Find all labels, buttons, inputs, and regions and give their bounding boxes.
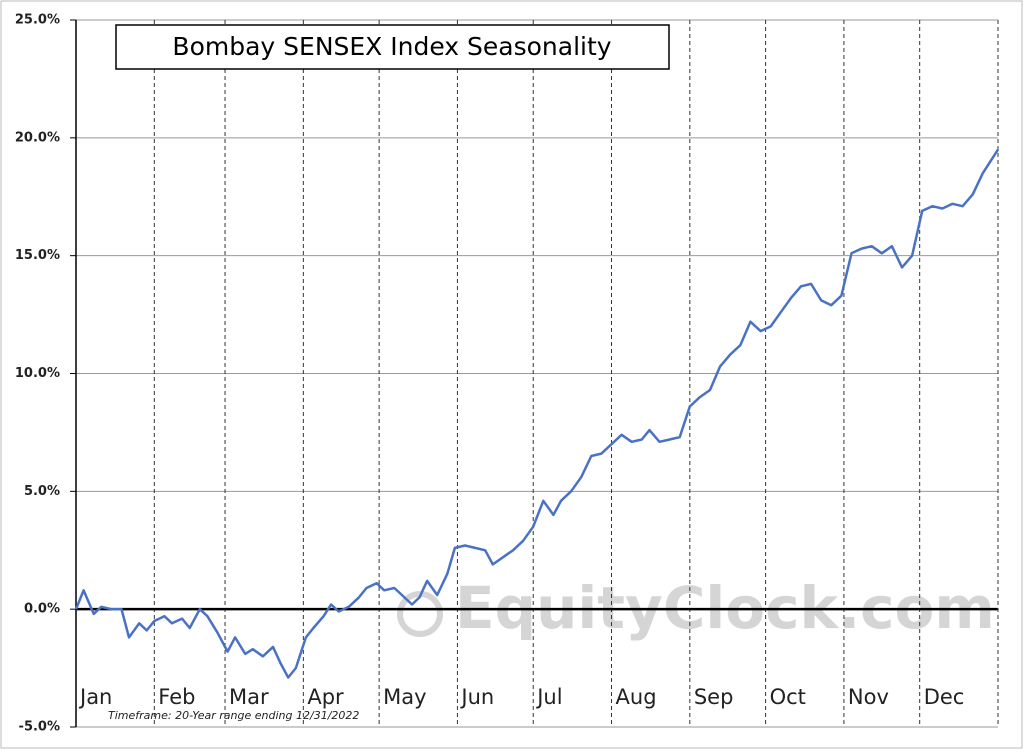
title-box bbox=[115, 24, 670, 70]
x-tick-label: Mar bbox=[229, 685, 269, 709]
x-tick-label: Sep bbox=[694, 685, 734, 709]
x-tick-label: Apr bbox=[307, 685, 344, 709]
chart-title: Bombay SENSEX Index Seasonality bbox=[172, 32, 611, 61]
x-tick-label: Oct bbox=[770, 685, 806, 709]
x-tick-label: Nov bbox=[848, 685, 889, 709]
y-tick-label: 20.0% bbox=[15, 130, 60, 145]
footnote: Timeframe: 20-Year range ending 12/31/20… bbox=[108, 709, 359, 722]
y-tick-label: 0.0% bbox=[24, 602, 60, 617]
y-tick-label: 15.0% bbox=[15, 248, 60, 263]
y-tick-label: 25.0% bbox=[15, 13, 60, 28]
x-tick-label: May bbox=[383, 685, 426, 709]
y-tick-label: 10.0% bbox=[15, 366, 60, 381]
x-tick-label: Jun bbox=[459, 685, 494, 709]
y-tick-label: 5.0% bbox=[24, 484, 60, 499]
x-tick-label: Jan bbox=[78, 685, 112, 709]
x-tick-label: Aug bbox=[616, 685, 657, 709]
x-tick-label: Feb bbox=[158, 685, 195, 709]
series-line bbox=[74, 148, 1000, 679]
x-tick-label: Dec bbox=[924, 685, 965, 709]
x-tick-label: Jul bbox=[535, 685, 562, 709]
y-tick-label: -5.0% bbox=[19, 720, 60, 735]
